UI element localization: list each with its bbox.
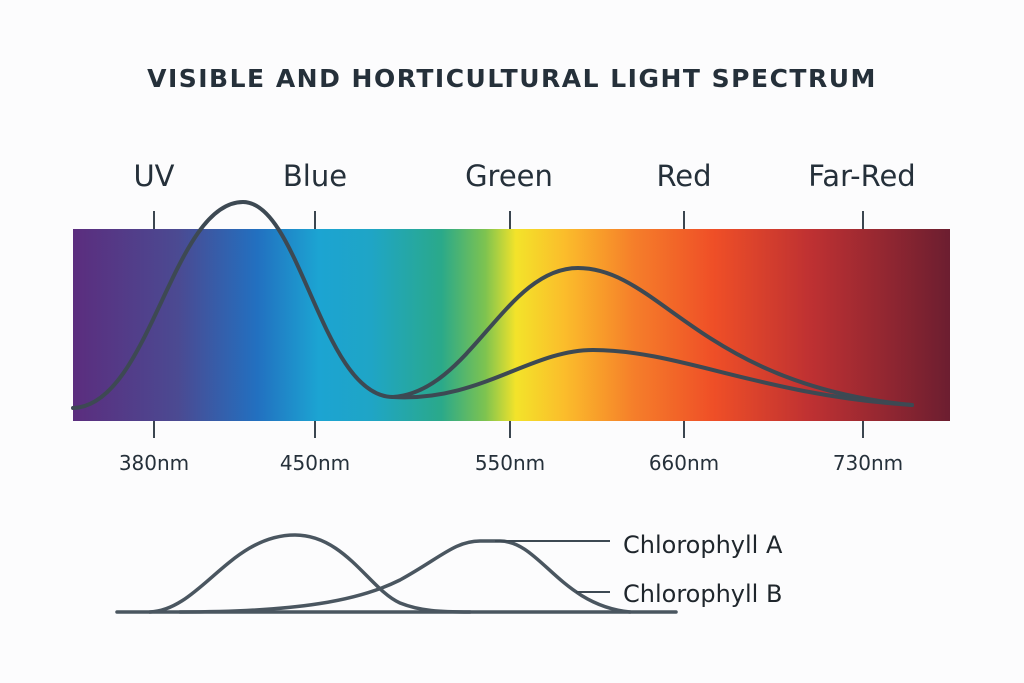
blue-peak-curve [71, 199, 395, 410]
band-label-blue: Blue [283, 159, 347, 193]
wavelength-label-550: 550nm [475, 451, 545, 475]
wavelength-label-450: 450nm [280, 451, 350, 475]
band-label-green: Green [465, 159, 553, 193]
lower-red-curve [391, 347, 914, 407]
top-ticks [153, 211, 864, 230]
legend-chlorophyll-b: Chlorophyll B [623, 580, 782, 608]
band-label-uv: UV [133, 159, 174, 193]
wavelength-label-380: 380nm [119, 451, 189, 475]
band-label-red: Red [656, 159, 711, 193]
diagram-title: VISIBLE AND HORTICULTURAL LIGHT SPECTRUM [147, 64, 877, 93]
chlorophyll-right-curve [178, 539, 632, 614]
wavelength-label-660: 660nm [649, 451, 719, 475]
wavelength-label-730: 730nm [833, 451, 903, 475]
legend-chlorophyll-a: Chlorophyll A [623, 531, 783, 559]
band-label-far-red: Far-Red [808, 159, 915, 193]
chlorophyll-left-curve [148, 533, 472, 614]
bottom-ticks [153, 421, 864, 438]
upper-red-curve [391, 265, 914, 407]
